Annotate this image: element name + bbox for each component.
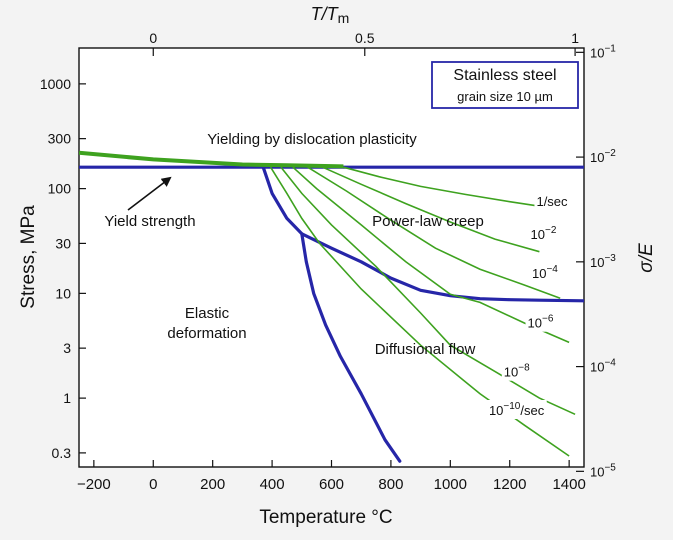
series-dislocation-plasticity	[79, 150, 344, 169]
x-tick-label: 1400	[552, 476, 585, 493]
right-tick-exp: −4	[604, 358, 616, 369]
strain-rate-label: 10−4	[532, 264, 558, 281]
strain-rate-label-pad	[486, 399, 547, 419]
strain-rate-exp: −4	[546, 264, 558, 275]
label-elastic: Elastic	[185, 305, 230, 322]
yield-strength-arrow	[127, 176, 172, 211]
strain-rate-label: 10−8	[504, 363, 530, 380]
right-tick-label: 10−4	[590, 358, 616, 375]
y-axis-title: Stress, MPa	[18, 205, 39, 309]
x-tick-label: 600	[319, 476, 344, 493]
legend-subtitle: grain size 10 µm	[457, 89, 553, 104]
strain-rate-exp: −2	[545, 225, 557, 236]
strain-rate-label: 10−6	[528, 314, 554, 331]
x-tick-label: 200	[200, 476, 225, 493]
series-rate-1e-4	[307, 166, 561, 299]
y-tick-label: 0.3	[52, 445, 72, 461]
y-tick-label: 1000	[40, 76, 71, 92]
right-tick-base: 10	[590, 360, 604, 375]
right-tick-base: 10	[590, 464, 604, 479]
top-axis-title-sub: m	[338, 10, 350, 26]
strain-rate-exp: −8	[518, 363, 530, 374]
strain-rate-exp: −6	[542, 314, 554, 325]
right-tick-base: 10	[590, 45, 604, 60]
right-tick-label: 10−2	[590, 148, 616, 165]
top-tick-label: 1	[571, 30, 579, 46]
series-rate-1e-8	[280, 166, 576, 416]
right-tick-exp: −5	[604, 462, 616, 473]
label-yield-strength: Yield strength	[104, 213, 195, 230]
curve-layer	[79, 150, 584, 463]
y-tick-label: 300	[48, 131, 72, 147]
right-tick-exp: −1	[604, 43, 616, 54]
x-tick-label: 800	[378, 476, 403, 493]
y-tick-label: 10	[55, 285, 71, 301]
strain-rate-label-pad	[534, 193, 571, 211]
y-tick-label: 1	[63, 390, 71, 406]
series-rate-1/sec	[343, 166, 540, 207]
top-axis-title-text: T/Tm	[311, 4, 350, 26]
strain-rate-label-pad	[530, 263, 561, 283]
strain-rate-label: 1/sec	[536, 194, 568, 209]
right-tick-base: 10	[590, 150, 604, 165]
series-plastic-creep-boundary	[261, 165, 584, 303]
strain-rate-label-pad	[525, 312, 556, 332]
strain-rate-suffix: /sec	[520, 403, 544, 418]
x-tick-label: −200	[77, 476, 111, 493]
y-tick-label: 3	[63, 340, 71, 356]
legend-title: Stainless steel	[453, 67, 556, 84]
legend-frame	[431, 61, 579, 109]
top-axis-title: T/Tm	[311, 4, 350, 26]
strain-rate-label: 10−2	[531, 225, 557, 242]
right-tick-label: 10−5	[590, 462, 616, 479]
region-label-layer: Yielding by dislocation plasticity Yield…	[104, 131, 483, 358]
strain-rate-base: 10	[504, 365, 518, 380]
y-tick-label: 100	[48, 181, 72, 197]
label-deformation: deformation	[167, 325, 246, 342]
right-axis-title: σ/E	[636, 243, 657, 273]
strain-rate-label: 10−10/sec	[489, 401, 545, 418]
x-axis-title: Temperature °C	[259, 507, 392, 528]
right-tick-exp: −3	[604, 253, 616, 264]
x-tick-label: 1000	[434, 476, 467, 493]
top-axis-title-main: T/T	[311, 4, 340, 24]
strain-rate-exp: −10	[503, 401, 520, 412]
series-rate-1e-6	[292, 166, 570, 344]
right-tick-label: 10−3	[590, 253, 616, 270]
label-diffusional-flow: Diffusional flow	[375, 341, 476, 358]
label-power-law-creep: Power-law creep	[372, 213, 484, 230]
strain-rate-base: 10	[532, 266, 546, 281]
x-tick-label: 0	[149, 476, 157, 493]
series-rate-1e-2	[322, 166, 540, 253]
right-tick-exp: −2	[604, 148, 616, 159]
right-tick-label: 10−1	[590, 43, 616, 60]
top-tick-label: 0.5	[355, 30, 375, 46]
series-creep-diffusion-boundary	[300, 232, 402, 463]
strain-rate-label-pad	[501, 361, 533, 381]
label-yielding: Yielding by dislocation plasticity	[207, 131, 417, 148]
top-tick-label: 0	[149, 30, 157, 46]
x-tick-label: 400	[260, 476, 285, 493]
legend-box: Stainless steel grain size 10 µm	[431, 61, 579, 109]
y-tick-label: 30	[55, 235, 71, 251]
strain-rate-base: 10	[489, 403, 503, 418]
strain-rate-base: 10	[528, 316, 542, 331]
x-tick-label: 1200	[493, 476, 526, 493]
right-tick-base: 10	[590, 255, 604, 270]
strain-rate-base: 10	[531, 227, 545, 242]
right-axis-title-text: σ/E	[636, 243, 657, 273]
tick-layer: −200 0 200 400 600 800 1000 1200 14000.313103010…	[40, 30, 616, 493]
strain-rate-label-pad	[528, 224, 559, 244]
